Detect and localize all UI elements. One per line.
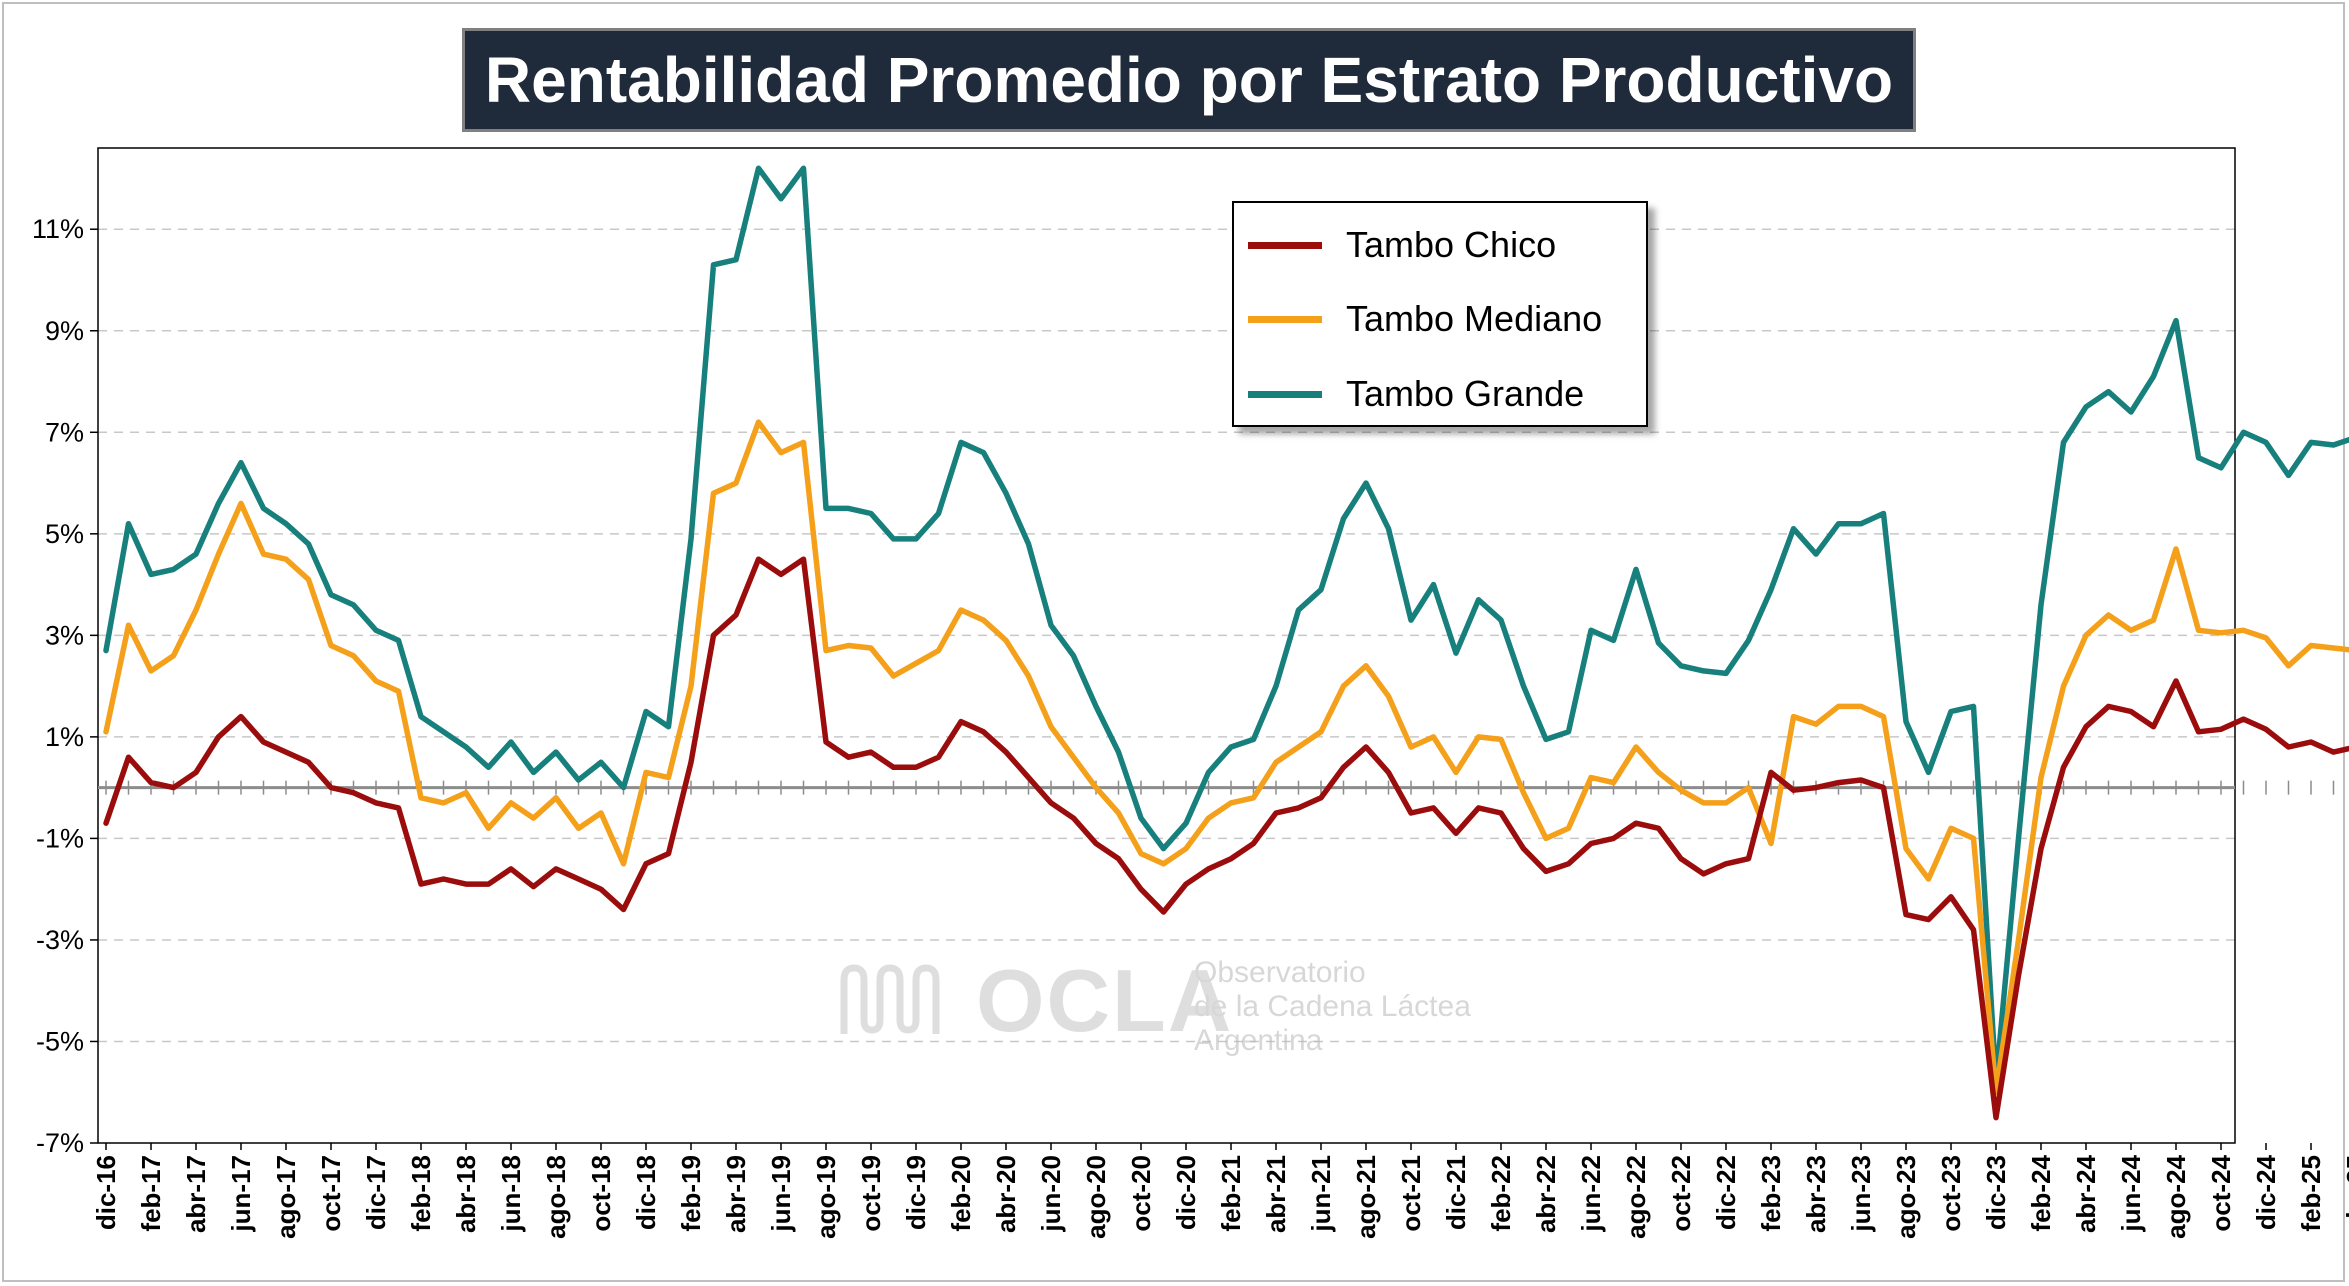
- ytick-label-1: 1%: [45, 722, 84, 752]
- ytick-label--3: -3%: [36, 925, 84, 955]
- ytick-label-5: 5%: [45, 519, 84, 549]
- ytick-label-7: 7%: [45, 417, 84, 447]
- legend-label-tambo-mediano: Tambo Mediano: [1346, 298, 1603, 339]
- legend-label-tambo-grande: Tambo Grande: [1346, 373, 1585, 414]
- legend-item-tambo-mediano: Tambo Mediano: [1248, 298, 1603, 339]
- ytick-label-3: 3%: [45, 620, 84, 650]
- xtick-label-feb-18: feb-18: [406, 1155, 436, 1232]
- xtick-label-dic-23: dic-23: [1981, 1155, 2011, 1230]
- xtick-label-dic-16: dic-16: [91, 1155, 121, 1230]
- xtick-label-ago-18: ago-18: [541, 1155, 571, 1239]
- xtick-label-abr-18: abr-18: [451, 1155, 481, 1233]
- xtick-label-dic-21: dic-21: [1441, 1155, 1471, 1230]
- xtick-label-jun-24: jun-24: [2116, 1154, 2146, 1232]
- xtick-label-abr-19: abr-19: [721, 1155, 751, 1233]
- xtick-label-dic-20: dic-20: [1171, 1155, 1201, 1230]
- legend-item-tambo-grande: Tambo Grande: [1248, 373, 1585, 414]
- xtick-label-feb-20: feb-20: [946, 1155, 976, 1232]
- xtick-label-abr-17: abr-17: [181, 1155, 211, 1233]
- xtick-label-ago-23: ago-23: [1891, 1155, 1921, 1239]
- plot-area-border: [97, 147, 2236, 1144]
- xtick-label-dic-22: dic-22: [1711, 1155, 1741, 1230]
- xtick-label-oct-19: oct-19: [856, 1155, 886, 1232]
- xtick-label-oct-21: oct-21: [1396, 1155, 1426, 1232]
- series-line-tambo-grande: [103, 165, 2349, 1085]
- chart-title: Rentabilidad Promedio por Estrato Produc…: [462, 28, 1916, 132]
- xtick-label-abr-21: abr-21: [1261, 1155, 1291, 1233]
- ytick-label-11: 11%: [32, 214, 84, 244]
- legend: Tambo Chico Tambo Mediano Tambo Grande: [1232, 201, 1648, 427]
- xtick-label-dic-17: dic-17: [361, 1155, 391, 1230]
- xtick-label-jun-19: jun-19: [766, 1155, 796, 1233]
- legend-item-tambo-chico: Tambo Chico: [1248, 224, 1557, 265]
- ytick-label--1: -1%: [36, 823, 84, 853]
- ocla-brand-text: OCLA: [976, 951, 1234, 1050]
- xtick-label-feb-21: feb-21: [1216, 1155, 1246, 1232]
- xtick-label-jun-17: jun-17: [226, 1155, 256, 1233]
- xtick-label-ago-22: ago-22: [1621, 1155, 1651, 1239]
- xtick-label-dic-18: dic-18: [631, 1155, 661, 1230]
- legend-swatch-tambo-chico: [1248, 241, 1322, 249]
- xtick-label-ago-24: ago-24: [2161, 1154, 2191, 1238]
- xtick-label-oct-23: oct-23: [1936, 1155, 1966, 1232]
- grid-layer: [98, 228, 2235, 1043]
- xtick-label-oct-17: oct-17: [316, 1155, 346, 1232]
- ytick-label--5: -5%: [36, 1026, 84, 1056]
- xtick-label-feb-17: feb-17: [136, 1155, 166, 1232]
- xtick-label-ago-20: ago-20: [1081, 1155, 1111, 1239]
- xtick-label-jun-23: jun-23: [1846, 1155, 1876, 1233]
- axis-layer: 11% 9% 7% 5% 3% 1% -1% -3% -5% -7%dic-16 feb-17 abr…: [32, 147, 2349, 1239]
- ocla-watermark: OCLA Observatorio de la Cadena Láctea Ar…: [838, 950, 1488, 1070]
- ocla-line2: de la Cadena Láctea: [1194, 990, 1471, 1023]
- xtick-label-dic-19: dic-19: [901, 1155, 931, 1230]
- xtick-label-ago-21: ago-21: [1351, 1155, 1381, 1239]
- xtick-label-ago-17: ago-17: [271, 1155, 301, 1239]
- xtick-label-abr-24: abr-24: [2071, 1154, 2101, 1233]
- ocla-line3: Argentina: [1194, 1024, 1323, 1057]
- xtick-label-jun-18: jun-18: [496, 1155, 526, 1233]
- xtick-label-oct-18: oct-18: [586, 1155, 616, 1232]
- series-line-tambo-mediano: [103, 419, 2349, 1095]
- xtick-label-oct-20: oct-20: [1126, 1155, 1156, 1232]
- xtick-label-feb-25: feb-25: [2296, 1155, 2326, 1232]
- xtick-label-feb-24: feb-24: [2026, 1154, 2056, 1231]
- xtick-label-abr-22: abr-22: [1531, 1155, 1561, 1233]
- xtick-label-abr-23: abr-23: [1801, 1155, 1831, 1233]
- ocla-brand-subtitle: Observatorio de la Cadena Láctea Argenti…: [1194, 956, 1471, 1058]
- xtick-label-ago-19: ago-19: [811, 1155, 841, 1239]
- ocla-logo-icon: [840, 964, 940, 1034]
- xtick-label-feb-23: feb-23: [1756, 1155, 1786, 1232]
- xtick-label-abr-20: abr-20: [991, 1155, 1021, 1233]
- xtick-label-dic-24: dic-24: [2251, 1154, 2281, 1230]
- xtick-label-jun-20: jun-20: [1036, 1155, 1066, 1233]
- ocla-line1: Observatorio: [1194, 956, 1366, 989]
- xtick-label-feb-19: feb-19: [676, 1155, 706, 1232]
- xtick-label-oct-22: oct-22: [1666, 1155, 1696, 1232]
- xtick-label-oct-24: oct-24: [2206, 1154, 2236, 1231]
- xtick-label-jun-22: jun-22: [1576, 1155, 1606, 1233]
- series-layer: [103, 165, 2349, 1121]
- legend-swatch-tambo-mediano: [1248, 315, 1322, 323]
- legend-label-tambo-chico: Tambo Chico: [1346, 224, 1557, 265]
- ytick-label--7: -7%: [36, 1128, 84, 1158]
- xtick-label-jun-21: jun-21: [1306, 1155, 1336, 1233]
- xtick-label-feb-22: feb-22: [1486, 1155, 1516, 1232]
- series-line-tambo-chico: [103, 556, 2349, 1121]
- xtick-label-abr-25: abr-25: [2341, 1155, 2349, 1233]
- ytick-label-9: 9%: [45, 316, 84, 346]
- legend-swatch-tambo-grande: [1248, 390, 1322, 398]
